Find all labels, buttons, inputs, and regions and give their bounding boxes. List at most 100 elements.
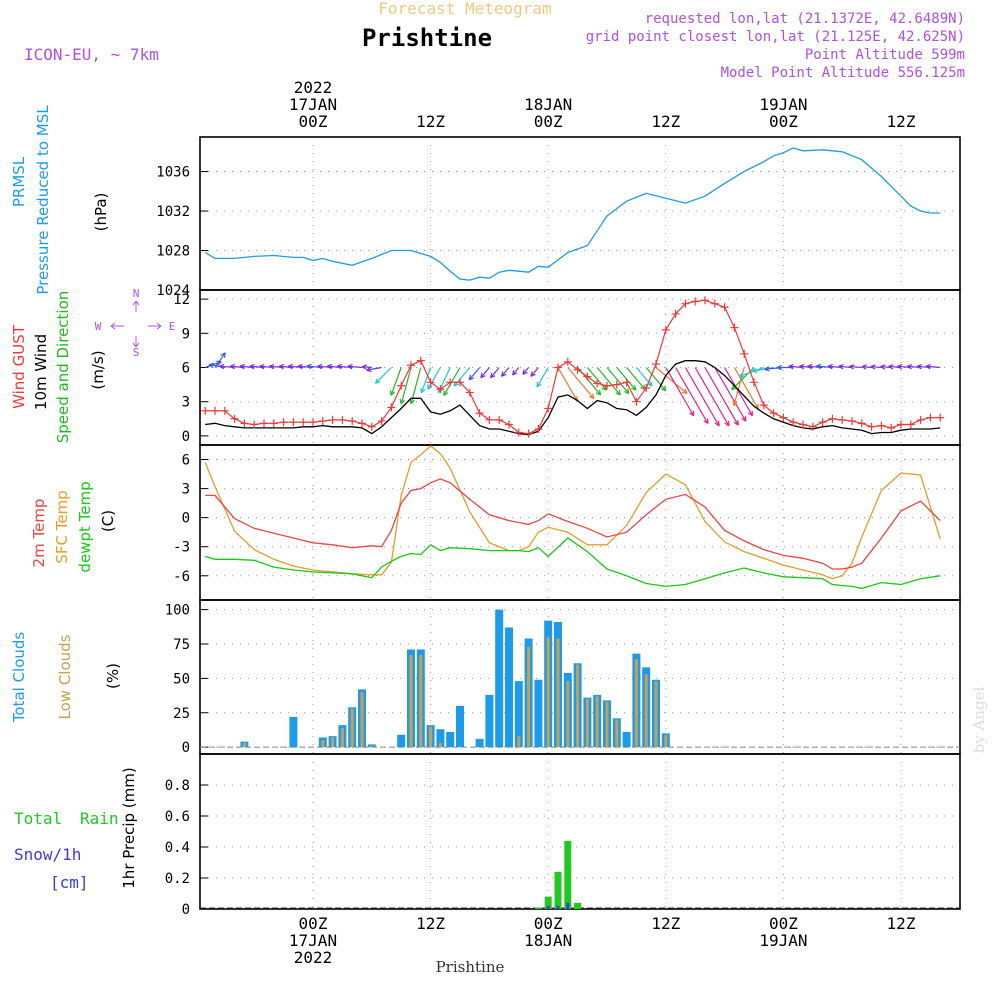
wind-gust-point	[759, 401, 768, 410]
sfc-temp-line	[204, 445, 941, 580]
wind-direction-arrow	[214, 352, 226, 368]
wind-gust-point	[544, 404, 553, 413]
wind-ytick-label: 9	[182, 326, 190, 342]
wind-gust-point	[318, 417, 327, 426]
wind-gust-point	[710, 299, 719, 308]
precip-label-d: [cm]	[50, 873, 89, 892]
wind-gust-point	[661, 325, 670, 334]
wind-direction-arrow	[530, 367, 539, 377]
wind-direction-arrowhead	[239, 363, 245, 370]
wind-direction-arrow	[799, 365, 813, 369]
low-cloud-bar	[321, 740, 325, 748]
precip-unit: 1hr Precip (mm)	[120, 767, 138, 888]
wind-direction-arrowhead	[287, 363, 293, 370]
time-label-top: 18JAN	[524, 95, 572, 114]
low-cloud-bar	[546, 637, 550, 748]
wind-direction-arrowhead	[741, 416, 747, 422]
cloud-labels: Total Clouds Low Clouds (%)	[10, 632, 122, 724]
wind-direction-arrowhead	[219, 363, 225, 370]
wind-gust-point	[426, 378, 435, 387]
wind-direction-arrow	[512, 367, 520, 376]
wind-direction-arrow	[490, 367, 500, 379]
wind-direction-arrow	[480, 367, 490, 379]
wind-gust-point	[681, 299, 690, 308]
low-cloud-bar	[517, 736, 521, 748]
wind-direction-arrowhead	[631, 385, 637, 391]
wind-gust-point	[691, 297, 700, 306]
total-cloud-bar	[505, 627, 513, 748]
wind-direction-arrow	[684, 367, 720, 427]
precip-label-a: Total	[14, 809, 62, 828]
wind-direction-arrow	[453, 367, 471, 387]
time-label-bottom: 00Z	[299, 914, 328, 933]
wind-gust-point	[779, 413, 788, 422]
wind-direction-arrowhead	[747, 410, 754, 417]
total-cloud-bar	[397, 734, 406, 748]
wind-gust-point	[808, 422, 817, 431]
temp-label-a: 2m Temp	[30, 499, 48, 568]
wind-gust-point	[465, 388, 474, 397]
wind-direction-arrowhead	[861, 364, 867, 370]
cloud-label-a: Total Clouds	[10, 632, 28, 724]
wind-gust-point	[299, 418, 308, 427]
temp-ytick-label: 0	[182, 511, 190, 527]
wind-gust-point	[612, 380, 621, 389]
wind-gust-point	[671, 309, 680, 318]
compass-s: S	[133, 346, 140, 359]
wind-direction-arrow	[807, 365, 823, 369]
wind-gust-point	[260, 419, 268, 428]
wind-gust-point	[838, 415, 847, 424]
time-label-top: 2022	[294, 78, 333, 97]
precip-label-b: Rain	[80, 809, 119, 828]
wind-direction-arrowhead	[511, 370, 518, 376]
time-label-bottom: 19JAN	[759, 931, 807, 950]
wind-direction-arrowhead	[738, 372, 745, 378]
total-cloud-bar	[534, 679, 543, 748]
wind-gust-point	[652, 360, 660, 369]
wind-direction-arrowhead	[799, 363, 805, 370]
wind-direction-arrowhead	[220, 352, 226, 358]
wind-direction-arrowhead	[588, 393, 595, 399]
wind-ytick-label: 6	[182, 361, 190, 377]
wind-gust-point	[230, 414, 239, 423]
wind-gust-point	[603, 381, 611, 390]
wind-direction-arrow	[704, 367, 739, 426]
wind-ytick-label: 12	[173, 292, 190, 308]
temp-labels: 2m Temp SFC Temp dewpt Temp (C)	[30, 481, 117, 572]
wind-direction-arrow	[665, 367, 695, 417]
pressure-frame	[199, 136, 961, 291]
cloud-unit: (%)	[104, 663, 122, 689]
temp-label-c: dewpt Temp	[76, 481, 94, 572]
requested-coords: requested lon,lat (21.1372E, 42.6489N)	[645, 11, 965, 27]
precip-ytick-label: 0.4	[165, 840, 190, 856]
cloud-ytick-label: 25	[173, 706, 190, 722]
wind-gust-point	[269, 419, 278, 428]
wind-gust-point	[514, 428, 523, 437]
wind-direction-arrowhead	[500, 371, 507, 377]
wind-gust-point	[456, 378, 464, 387]
wind-direction-arrow	[739, 366, 765, 377]
wind-gust-point	[730, 323, 739, 332]
wind-gust-point	[387, 403, 396, 412]
wind-direction-arrowhead	[897, 363, 903, 370]
low-cloud-bar	[605, 701, 609, 748]
watermark: by Angel	[970, 686, 988, 753]
low-cloud-bar	[556, 638, 560, 748]
wind-direction-arrowhead	[827, 363, 833, 370]
wind-direction-arrow	[655, 367, 688, 394]
wind-direction-arrowhead	[703, 418, 709, 425]
wind-gust-point	[799, 420, 807, 429]
wind-direction-arrow	[567, 367, 595, 399]
wind-gust-point	[897, 420, 905, 429]
wind-direction-arrowhead	[536, 381, 542, 388]
rain-bar	[574, 902, 582, 909]
rain-bar	[554, 871, 562, 909]
wind-gust-point	[446, 378, 455, 387]
wind-direction-arrow	[427, 367, 441, 390]
precip-frame	[199, 753, 961, 910]
precip-ytick-label: 0.6	[165, 809, 190, 825]
snow-bar	[566, 902, 570, 909]
wind-direction-arrow	[635, 367, 653, 387]
wind-direction-arrowhead	[249, 363, 255, 370]
